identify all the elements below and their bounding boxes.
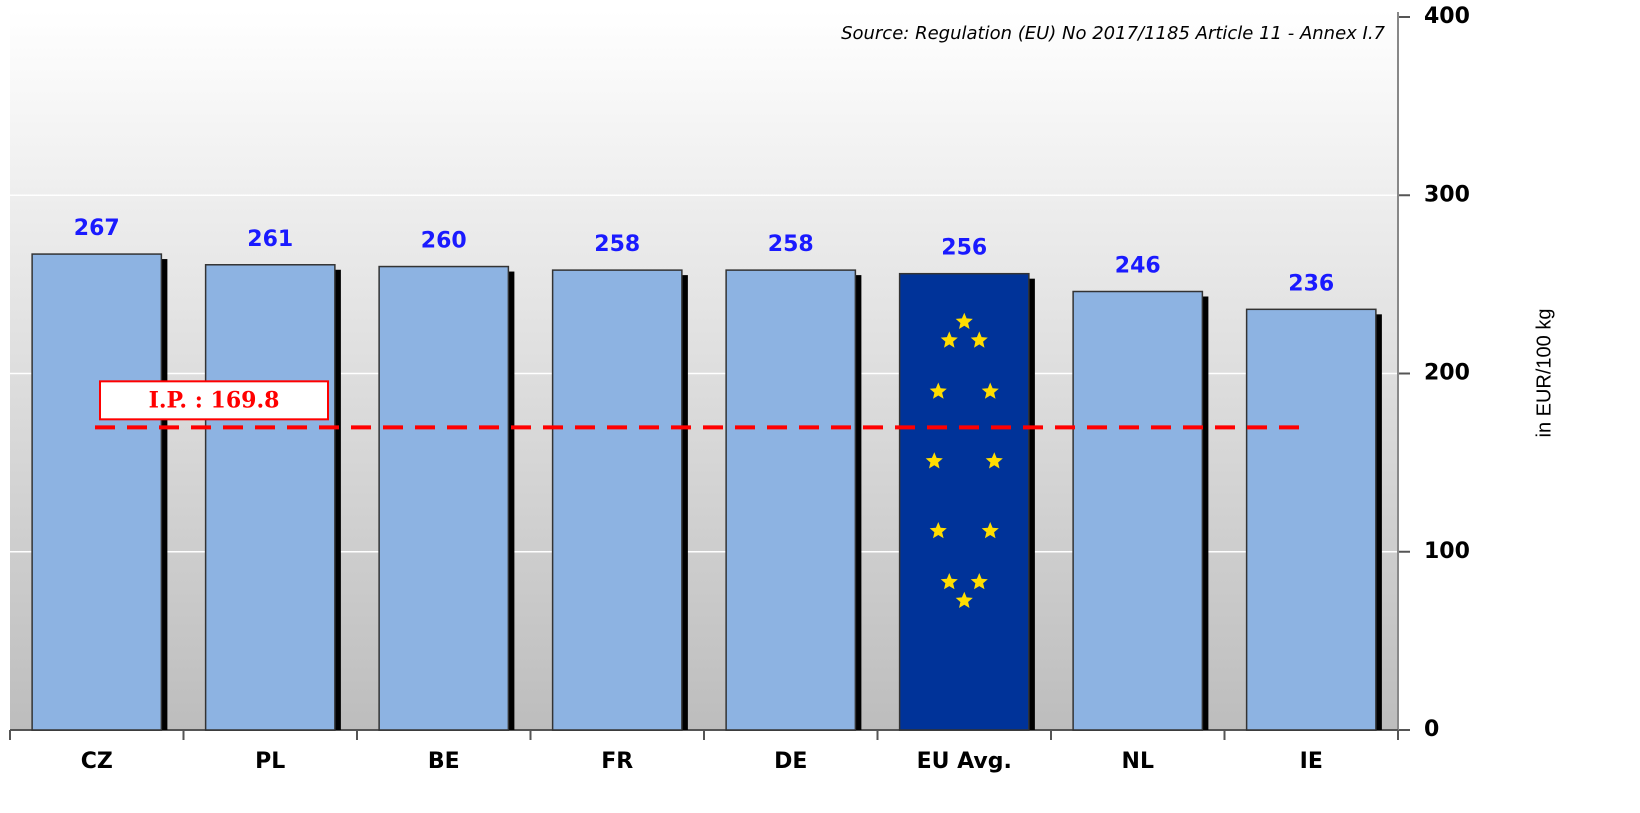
y-tick-label: 200 [1424, 361, 1470, 386]
flag-star [981, 522, 999, 539]
x-tick-label: DE [774, 749, 807, 774]
source-note: Source: Regulation (EU) No 2017/1185 Art… [841, 23, 1385, 44]
flag-star [940, 573, 958, 590]
bar [1072, 290, 1204, 731]
x-tick-label: EU Avg. [917, 749, 1012, 774]
x-tick-label: CZ [81, 749, 113, 774]
x-tick-label: NL [1122, 749, 1154, 774]
x-tick-label: BE [428, 749, 460, 774]
reference-label-box [99, 380, 329, 421]
flag-star [981, 382, 999, 399]
x-tick-label: IE [1300, 749, 1323, 774]
value-label: 256 [941, 236, 987, 261]
flag-star [985, 452, 1003, 469]
bar [1245, 308, 1377, 731]
flag-star [940, 331, 958, 348]
bar [204, 264, 336, 731]
y-tick-label: 300 [1424, 182, 1470, 207]
flag-star [929, 522, 947, 539]
y-axis-label: in EUR/100 kg [1533, 309, 1555, 438]
bar [725, 269, 857, 731]
x-tick-label: FR [601, 749, 633, 774]
value-label: 246 [1115, 254, 1161, 279]
bar [378, 265, 510, 731]
flag-star [955, 312, 973, 329]
bar [551, 269, 683, 731]
flag-star [929, 382, 947, 399]
flag-star [970, 573, 988, 590]
bar [898, 272, 1030, 731]
flag-star [925, 452, 943, 469]
value-label: 236 [1288, 271, 1334, 296]
eu-stars [925, 312, 1003, 608]
x-tick-label: PL [255, 749, 285, 774]
value-label: 258 [594, 232, 640, 257]
flag-star [955, 591, 973, 608]
bar [31, 253, 163, 731]
reference-label: I.P. : 169.8 [149, 387, 280, 413]
value-label: 260 [421, 229, 467, 254]
flag-star [970, 331, 988, 348]
value-label: 261 [247, 227, 293, 252]
y-tick-label: 100 [1424, 539, 1470, 564]
value-label: 258 [768, 232, 814, 257]
value-label: 267 [74, 216, 120, 241]
y-tick-label: 400 [1424, 4, 1470, 29]
y-tick-label: 0 [1424, 717, 1439, 742]
